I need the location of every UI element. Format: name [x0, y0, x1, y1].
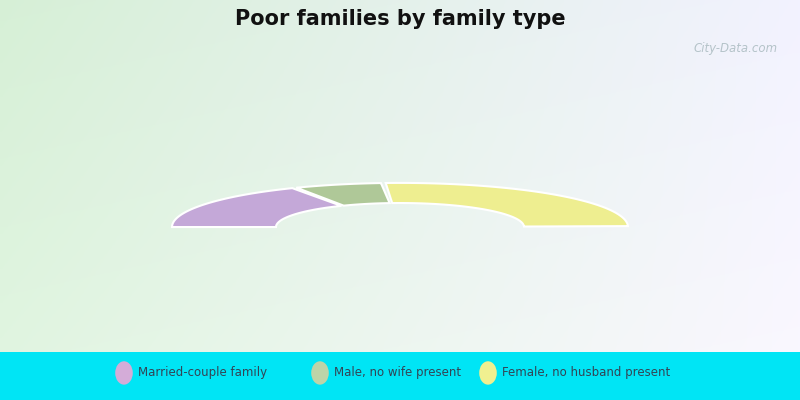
- Ellipse shape: [115, 361, 133, 385]
- Text: Married-couple family: Married-couple family: [138, 366, 267, 380]
- Text: City-Data.com: City-Data.com: [694, 42, 778, 55]
- Ellipse shape: [479, 361, 497, 385]
- Ellipse shape: [311, 361, 329, 385]
- PathPatch shape: [386, 183, 628, 226]
- PathPatch shape: [172, 188, 342, 227]
- Text: Male, no wife present: Male, no wife present: [334, 366, 462, 380]
- PathPatch shape: [297, 183, 390, 206]
- Text: Poor families by family type: Poor families by family type: [234, 9, 566, 29]
- Text: Female, no husband present: Female, no husband present: [502, 366, 670, 380]
